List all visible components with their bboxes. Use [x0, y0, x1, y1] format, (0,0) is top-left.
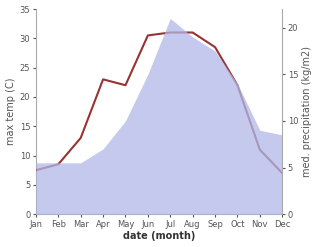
- Y-axis label: med. precipitation (kg/m2): med. precipitation (kg/m2): [302, 46, 313, 177]
- Y-axis label: max temp (C): max temp (C): [5, 78, 16, 145]
- X-axis label: date (month): date (month): [123, 231, 195, 242]
